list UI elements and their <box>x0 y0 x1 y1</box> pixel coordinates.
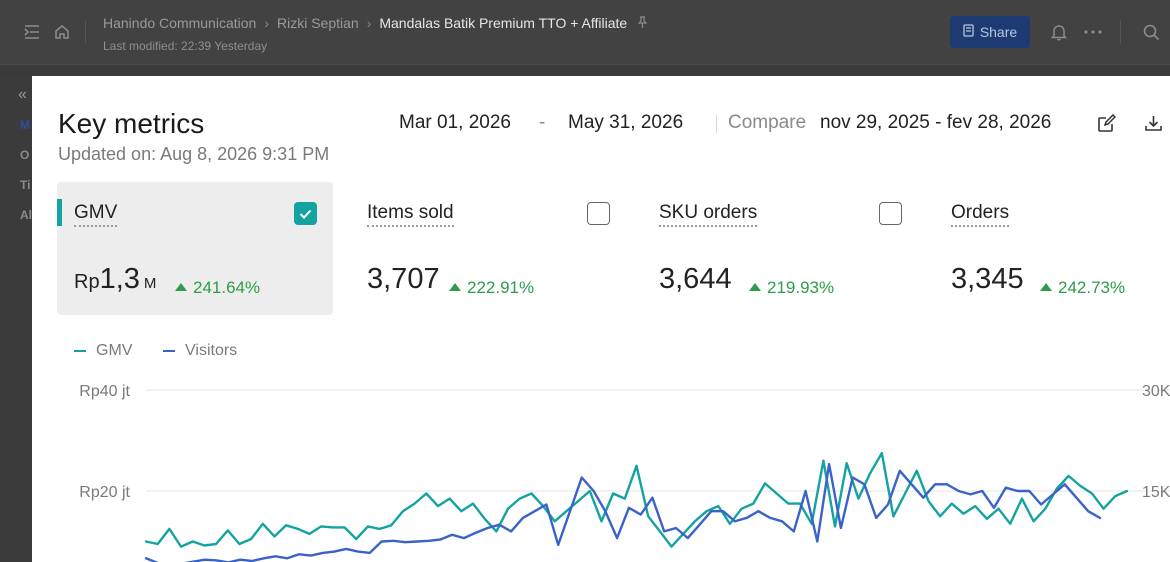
trend-up-icon <box>449 283 461 291</box>
legend-swatch <box>163 350 175 352</box>
share-doc-icon <box>963 24 974 40</box>
sidebar-peek-item: O <box>20 148 30 162</box>
compare-divider <box>716 114 717 134</box>
download-icon[interactable] <box>1142 112 1164 134</box>
metric-card-sku-orders[interactable]: SKU orders 3,644 219.93% <box>642 182 918 315</box>
breadcrumb: Hanindo Communication › Rizki Septian › Mand… <box>103 15 648 31</box>
pin-icon[interactable] <box>637 15 648 31</box>
edit-icon[interactable] <box>1095 112 1117 134</box>
top-bar-divider <box>85 20 86 44</box>
metric-card-items-sold[interactable]: Items sold 3,707 222.91% <box>350 182 626 315</box>
top-bar: Hanindo Communication › Rizki Septian › Mand… <box>0 0 1170 64</box>
y-axis-left-tick-label: Rp40 jt <box>79 383 130 400</box>
metric-card-orders[interactable]: Orders 3,345 242.73% <box>934 182 1170 315</box>
y-axis-left-tick-label: Rp20 jt <box>79 484 130 501</box>
series-line-gmv <box>144 451 1129 548</box>
sidebar-peek <box>0 76 32 562</box>
sidebar-peek-item: Ti <box>20 178 31 192</box>
metric-currency: Rp <box>74 271 100 293</box>
gmv-visitors-line-chart[interactable]: Rp40 jt Rp20 jt 30K 15K <box>32 76 1170 562</box>
metric-delta-value: 241.64% <box>193 278 261 297</box>
date-start-picker[interactable]: Mar 01, 2026 <box>399 112 511 133</box>
breadcrumb-item-user[interactable]: Rizki Septian <box>276 15 359 31</box>
metric-delta: 222.91% <box>449 278 534 298</box>
check-icon <box>299 209 312 219</box>
date-end-picker[interactable]: May 31, 2026 <box>568 112 684 133</box>
collapse-left-icon[interactable]: « <box>18 86 27 103</box>
metric-label: SKU orders <box>659 202 758 227</box>
sidebar-peek-item: Al <box>20 208 32 222</box>
legend-swatch <box>74 350 86 352</box>
metric-delta-value: 219.93% <box>767 278 835 297</box>
bell-icon[interactable] <box>1049 22 1069 42</box>
breadcrumb-item-current: Mandalas Batik Premium TTO + Affiliate <box>379 15 628 31</box>
metric-delta: 241.64% <box>175 278 260 298</box>
metric-checkbox-checked[interactable] <box>294 202 317 225</box>
legend-item-visitors[interactable]: Visitors <box>163 342 237 360</box>
metric-value: Rp1,3 M <box>74 262 156 301</box>
last-modified-text: Last modified: 22:39 Yesterday <box>103 39 268 53</box>
more-icon[interactable] <box>1083 22 1103 42</box>
metric-delta-value: 222.91% <box>467 278 535 297</box>
trend-up-icon <box>175 283 187 291</box>
metric-value: 3,707 <box>367 263 440 295</box>
metric-value: 3,345 <box>951 263 1024 295</box>
metric-delta: 242.73% <box>1040 278 1125 298</box>
date-range-separator: - <box>539 112 546 133</box>
key-metrics-modal: Key metrics Updated on: Aug 8, 2026 9:31… <box>32 76 1170 562</box>
page-title: Key metrics <box>58 108 205 139</box>
y-axis-right-tick-label: 15K <box>1142 484 1170 501</box>
metric-checkbox[interactable] <box>879 202 902 225</box>
updated-timestamp: Updated on: Aug 8, 2026 9:31 PM <box>58 144 330 164</box>
trend-up-icon <box>749 283 761 291</box>
metric-label: Orders <box>951 202 1010 227</box>
legend-item-gmv[interactable]: GMV <box>74 342 132 360</box>
y-axis-right-tick-label: 30K <box>1142 383 1170 400</box>
metric-number: 1,3 <box>99 263 140 295</box>
legend-label: GMV <box>96 342 133 359</box>
sidebar-peek-item: M <box>20 118 30 132</box>
trend-up-icon <box>1040 283 1052 291</box>
metric-value: 3,644 <box>659 263 732 295</box>
metric-checkbox[interactable] <box>587 202 610 225</box>
home-icon[interactable] <box>52 22 72 42</box>
sub-header-strip <box>0 64 1170 76</box>
metric-label: GMV <box>74 202 118 227</box>
metric-card-gmv[interactable]: GMV Rp1,3 M 241.64% <box>57 182 333 315</box>
chevron-right-icon: › <box>264 15 269 31</box>
breadcrumb-item-workspace[interactable]: Hanindo Communication <box>103 15 257 31</box>
sidebar-toggle-icon[interactable] <box>22 22 42 42</box>
series-line-visitors <box>144 462 1102 562</box>
selected-accent-bar <box>57 199 62 226</box>
top-bar-divider <box>1120 20 1121 44</box>
compare-range-picker[interactable]: nov 29, 2025 - fev 28, 2026 <box>820 112 1052 133</box>
metric-unit: M <box>143 275 157 292</box>
search-icon[interactable] <box>1141 22 1161 42</box>
chevron-right-icon: › <box>366 15 372 31</box>
metric-delta: 219.93% <box>749 278 834 298</box>
share-button[interactable]: Share <box>950 16 1030 48</box>
compare-label: Compare <box>728 112 807 133</box>
legend-label: Visitors <box>185 342 238 359</box>
metric-label: Items sold <box>367 202 454 227</box>
metric-delta-value: 242.73% <box>1058 278 1126 297</box>
share-button-label: Share <box>979 24 1018 40</box>
